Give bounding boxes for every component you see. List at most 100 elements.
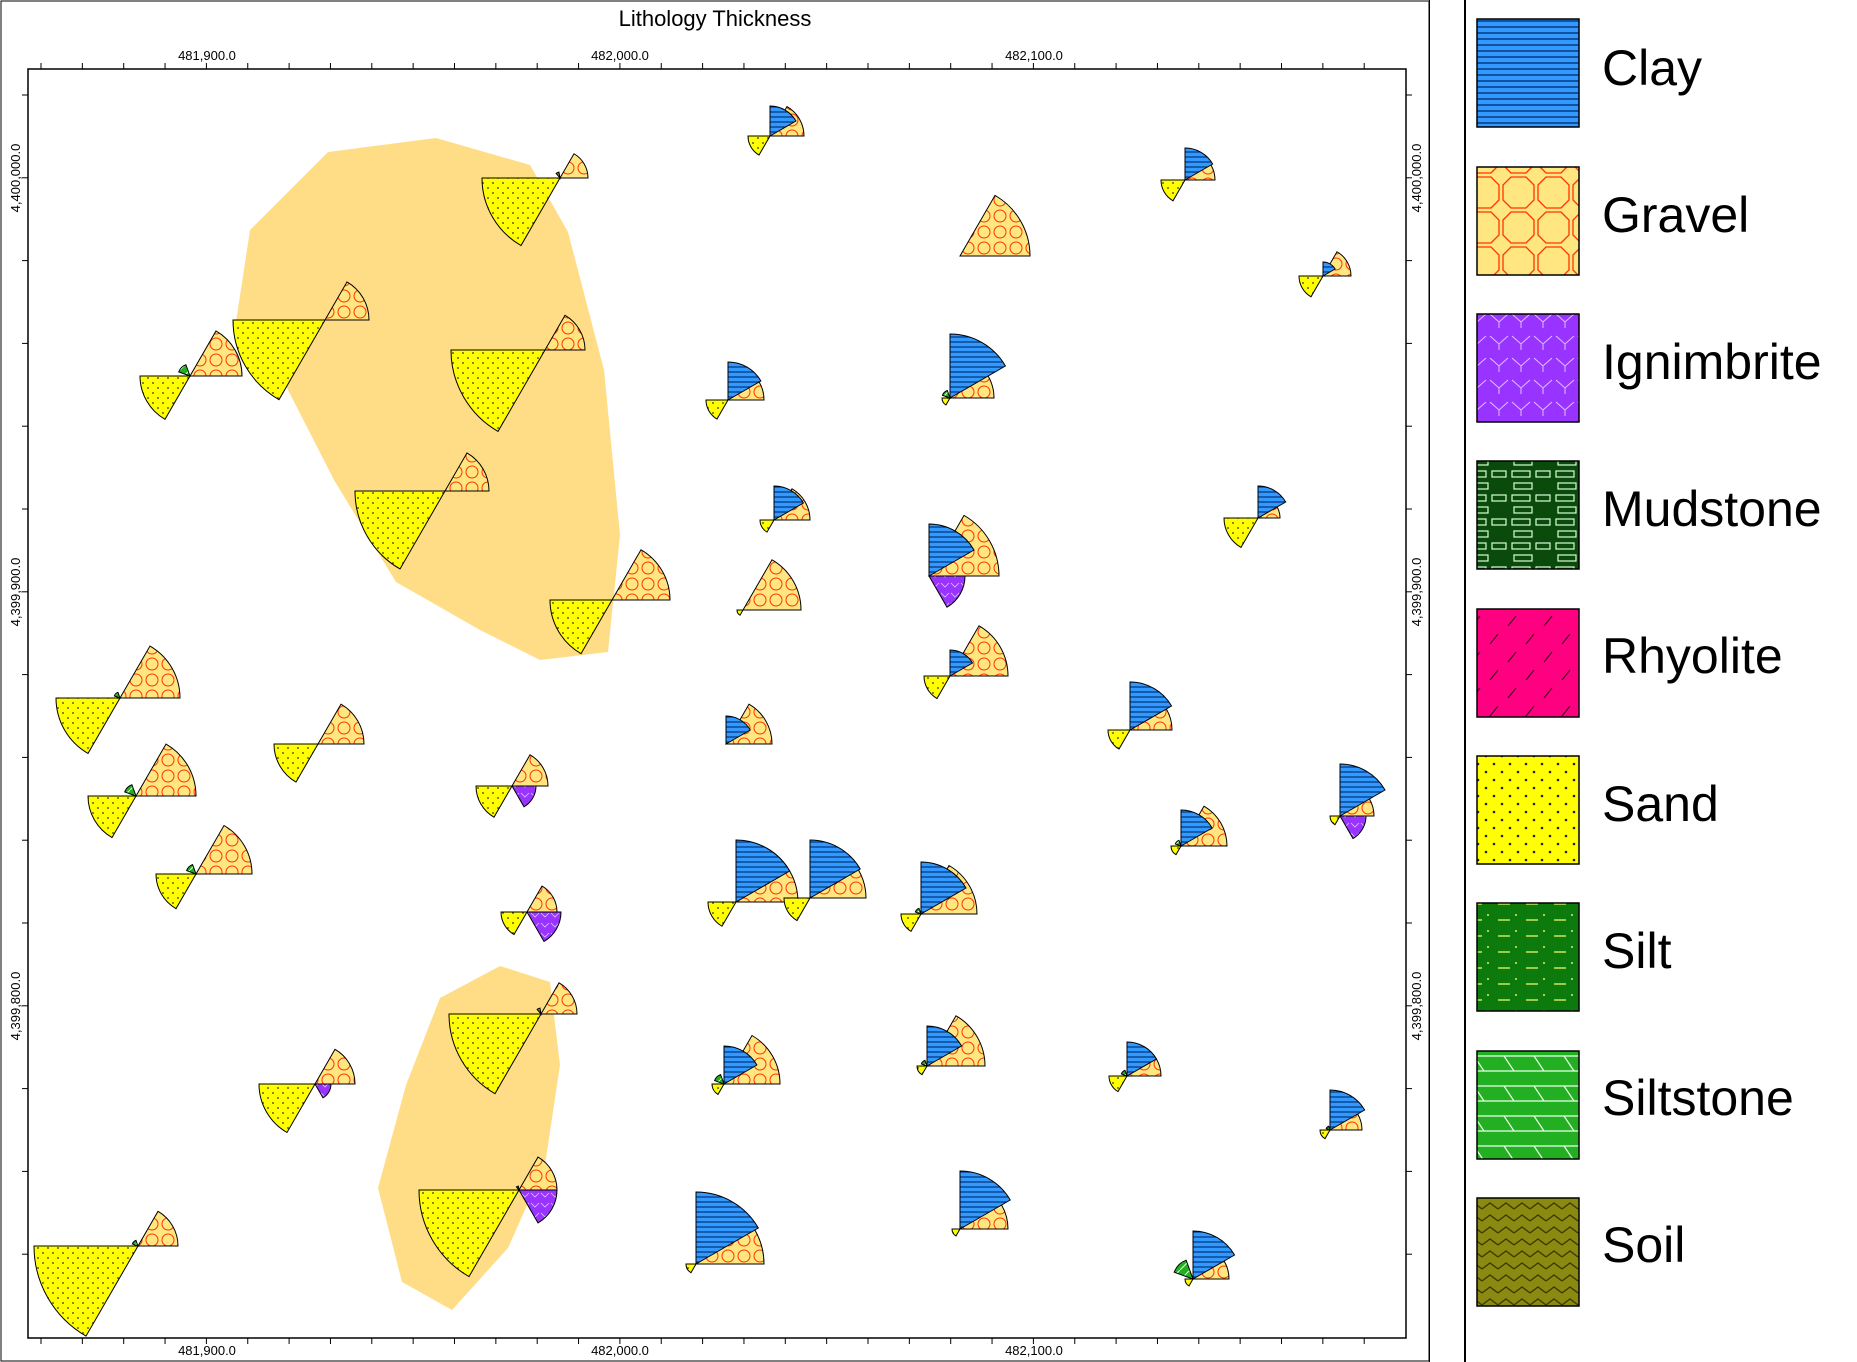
lithology-wedge: [1325, 1125, 1331, 1131]
lithology-wedge: [809, 839, 861, 899]
lithology-wedge: [113, 691, 121, 699]
lithology-wedge: [544, 314, 586, 351]
lithology-wedge: [124, 784, 137, 797]
lithology-wedge: [33, 1245, 139, 1337]
legend-panel: Clay Gravel Ignimbrite Mudstone Rhyolite…: [1464, 0, 1857, 1362]
lithology-wedge: [317, 703, 365, 745]
lithology-rose-symbol: [481, 153, 589, 247]
lithology-wedge: [540, 982, 578, 1015]
lithology-wedge: [949, 649, 974, 677]
lithology-wedge: [258, 1083, 316, 1134]
lithology-wedge: [475, 785, 513, 818]
lithology-rose-symbol: [450, 314, 586, 433]
lithology-wedge: [1174, 839, 1182, 847]
y-tick-label-left-1: 4,400,000.0: [8, 144, 23, 213]
lithology-rose-symbol: [500, 885, 562, 943]
lithology-wedge: [135, 743, 197, 797]
lithology-rose-symbol: [273, 703, 365, 783]
lithology-wedge: [928, 523, 975, 577]
lithology-rose-symbol: [1108, 1041, 1162, 1093]
outer-frame: [0, 0, 1430, 1362]
lithology-wedge: [914, 907, 922, 915]
legend-label-siltstone: Siltstone: [1602, 1070, 1794, 1126]
lithology-wedge: [742, 559, 802, 611]
lithology-wedge: [444, 452, 490, 492]
legend-swatch-silt: [1476, 902, 1580, 1012]
lithology-wedge: [900, 913, 922, 933]
lithology-rose-symbol: [258, 1048, 356, 1134]
lithology-wedge: [1298, 275, 1324, 298]
lithology-wedge: [959, 194, 1031, 257]
lithology-wedge: [920, 1059, 928, 1067]
lithology-wedge: [511, 754, 549, 787]
lithology-wedge: [559, 153, 589, 179]
lithology-wedge: [1329, 1089, 1366, 1131]
lithology-rose-symbol: [928, 514, 1000, 608]
lithology-wedge: [769, 105, 797, 137]
legend-label-soil: Soil: [1602, 1217, 1685, 1273]
lithology-wedge: [526, 885, 558, 913]
lithology-wedge: [155, 873, 197, 910]
lithology-wedge: [916, 1065, 928, 1076]
legend-item-clay: Clay: [1476, 18, 1702, 128]
legend-swatch-soil: [1476, 1197, 1580, 1307]
lithology-wedge: [735, 839, 791, 903]
lithology-wedge: [87, 795, 137, 839]
lithology-wedge: [314, 1048, 356, 1085]
lithology-wedge: [481, 177, 561, 247]
lithology-wedge: [555, 171, 561, 180]
lithology-wedge: [1108, 1075, 1128, 1093]
lithology-rose-symbol: [923, 625, 1009, 700]
lithology-wedge: [685, 1263, 697, 1274]
lithology-rose-symbol: [725, 703, 773, 745]
lithology-rose-symbol: [1329, 763, 1386, 840]
lithology-wedge: [1126, 1041, 1158, 1077]
legend-swatch-sand: [1476, 755, 1580, 865]
x-ticks-bottom: [40, 1338, 1365, 1344]
lithology-wedge: [1322, 261, 1336, 277]
lithology-wedge: [713, 1073, 725, 1085]
lithology-rose-symbol: [448, 982, 578, 1095]
lithology-wedge: [195, 824, 253, 875]
legend-label-ignimbrite: Ignimbrite: [1602, 334, 1822, 390]
legend-item-rhyolite: Rhyolite: [1476, 608, 1783, 718]
lithology-wedge: [926, 1025, 963, 1067]
lithology-rose-symbol: [1298, 251, 1352, 298]
lithology-wedge: [324, 281, 370, 321]
lithology-rose-symbol: [1319, 1089, 1366, 1140]
x-tick-label-top-2: 482,000.0: [591, 48, 649, 63]
legend-item-mudstone: Mudstone: [1476, 460, 1822, 570]
lithology-wedge: [723, 1045, 758, 1085]
x-tick-label-top-3: 482,100.0: [1005, 48, 1063, 63]
legend-swatch-rhyolite: [1476, 608, 1580, 718]
y-tick-label-left-2: 4,399,900.0: [8, 558, 23, 627]
lithology-wedge: [773, 485, 805, 521]
lithology-symbols: [33, 105, 1386, 1337]
x-ticks-top: [40, 63, 1365, 69]
lithology-rose-symbol: [139, 330, 243, 420]
lithology-wedge: [450, 349, 546, 433]
lithology-wedge: [1107, 729, 1131, 750]
lithology-wedge: [55, 697, 121, 755]
lithology-wedge: [1339, 763, 1386, 817]
lithology-wedge: [511, 785, 537, 808]
lithology-rose-symbol: [33, 1210, 179, 1337]
lithology-wedge: [314, 1083, 332, 1099]
legend-swatch-mudstone: [1476, 460, 1580, 570]
lithology-rose-symbol: [783, 839, 867, 922]
y-tick-label-right-3: 4,399,800.0: [1409, 972, 1424, 1041]
lithology-rose-symbol: [707, 839, 799, 927]
lithology-wedge: [1329, 815, 1341, 826]
lithology-wedge: [695, 1191, 760, 1265]
lithology-wedge: [526, 911, 562, 943]
lithology-wedge: [725, 715, 751, 745]
y-tick-label-right-1: 4,400,000.0: [1409, 144, 1424, 213]
lithology-wedge: [920, 861, 967, 915]
lithology-wedge: [354, 490, 446, 570]
legend-swatch-clay: [1476, 18, 1580, 128]
legend-item-sand: Sand: [1476, 755, 1719, 865]
lithology-wedge: [549, 599, 613, 655]
legend-swatch-gravel: [1476, 166, 1580, 276]
lithology-wedge: [1129, 681, 1173, 731]
lithology-wedge: [515, 1185, 520, 1192]
